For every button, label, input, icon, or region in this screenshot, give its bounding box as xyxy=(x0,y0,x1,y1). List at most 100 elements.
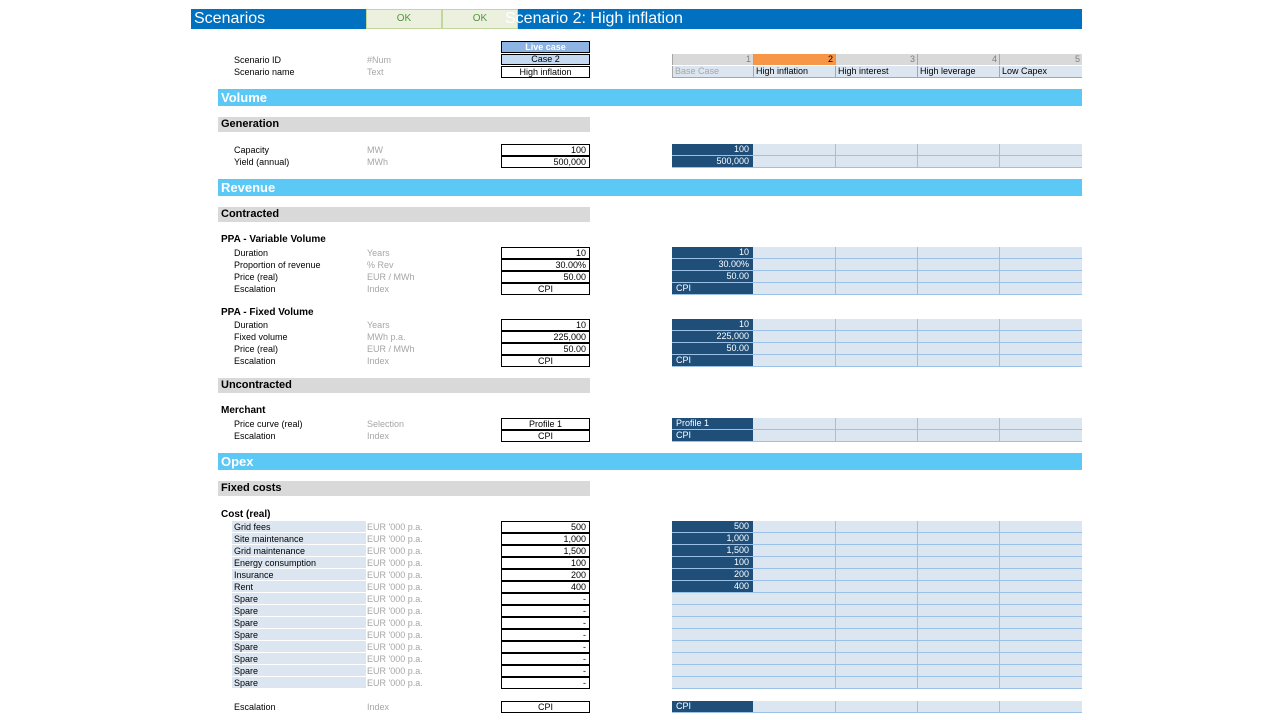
scenario-value[interactable] xyxy=(672,629,753,641)
scenario-number-5[interactable]: 5 xyxy=(999,54,1082,65)
input-cost[interactable]: 1,500 xyxy=(501,545,590,557)
input-escalation[interactable]: CPI xyxy=(501,701,590,713)
scenario-empty-cells[interactable] xyxy=(753,557,1082,569)
scenario-empty-cells[interactable] xyxy=(753,144,1082,156)
input-escalation[interactable]: CPI xyxy=(501,355,590,367)
cost-label[interactable]: Spare xyxy=(232,677,366,689)
scenario-value[interactable]: CPI xyxy=(672,430,753,442)
input-fixed-volume[interactable]: 225,000 xyxy=(501,331,590,343)
scenario-value[interactable]: 100 xyxy=(672,144,753,156)
scenario-empty-cells[interactable] xyxy=(753,641,1082,653)
input-cost[interactable]: - xyxy=(501,641,590,653)
input-cost[interactable]: - xyxy=(501,677,590,689)
cost-label[interactable]: Spare xyxy=(232,605,366,617)
scenario-empty-cells[interactable] xyxy=(753,343,1082,355)
scenario-empty-cells[interactable] xyxy=(753,355,1082,367)
scenario-empty-cells[interactable] xyxy=(753,533,1082,545)
cost-label[interactable]: Grid maintenance xyxy=(232,545,366,557)
input-cost[interactable]: - xyxy=(501,629,590,641)
cost-label[interactable]: Spare xyxy=(232,665,366,677)
input-proportion[interactable]: 30.00% xyxy=(501,259,590,271)
scenario-name-5[interactable]: Low Capex xyxy=(999,66,1082,78)
input-price[interactable]: 50.00 xyxy=(501,343,590,355)
scenario-value[interactable] xyxy=(672,617,753,629)
input-cost[interactable]: 500 xyxy=(501,521,590,533)
scenario-empty-cells[interactable] xyxy=(753,629,1082,641)
input-duration[interactable]: 10 xyxy=(501,247,590,259)
input-cost[interactable]: - xyxy=(501,665,590,677)
input-cost[interactable]: - xyxy=(501,617,590,629)
scenario-empty-cells[interactable] xyxy=(753,569,1082,581)
scenario-empty-cells[interactable] xyxy=(753,283,1082,295)
live-case-name[interactable]: High inflation xyxy=(501,66,590,78)
scenario-empty-cells[interactable] xyxy=(753,701,1082,713)
scenario-value[interactable]: Profile 1 xyxy=(672,418,753,430)
input-escalation[interactable]: CPI xyxy=(501,430,590,442)
scenario-empty-cells[interactable] xyxy=(753,331,1082,343)
scenario-value[interactable]: 225,000 xyxy=(672,331,753,343)
scenario-value[interactable] xyxy=(672,641,753,653)
scenario-name-3[interactable]: High interest xyxy=(835,66,917,78)
input-capacity[interactable]: 100 xyxy=(501,144,590,156)
scenario-empty-cells[interactable] xyxy=(753,605,1082,617)
scenario-empty-cells[interactable] xyxy=(753,430,1082,442)
scenario-value[interactable] xyxy=(672,605,753,617)
cost-label[interactable]: Insurance xyxy=(232,569,366,581)
scenario-value[interactable] xyxy=(672,593,753,605)
scenario-empty-cells[interactable] xyxy=(753,653,1082,665)
cost-label[interactable]: Spare xyxy=(232,641,366,653)
cost-label[interactable]: Spare xyxy=(232,617,366,629)
scenario-value[interactable]: 1,500 xyxy=(672,545,753,557)
scenario-value[interactable]: 400 xyxy=(672,581,753,593)
scenario-value[interactable] xyxy=(672,665,753,677)
scenario-number-2[interactable]: 2 xyxy=(753,54,835,65)
live-case-selector[interactable]: Case 2 xyxy=(501,54,590,65)
cost-label[interactable]: Spare xyxy=(232,593,366,605)
scenario-value[interactable]: 100 xyxy=(672,557,753,569)
scenario-number-4[interactable]: 4 xyxy=(917,54,999,65)
cost-label[interactable]: Energy consumption xyxy=(232,557,366,569)
scenario-value[interactable]: 200 xyxy=(672,569,753,581)
scenario-value[interactable]: CPI xyxy=(672,283,753,295)
scenario-value[interactable]: 10 xyxy=(672,319,753,331)
cost-label[interactable]: Spare xyxy=(232,629,366,641)
scenario-value[interactable]: 500,000 xyxy=(672,156,753,168)
scenario-empty-cells[interactable] xyxy=(753,271,1082,283)
cost-label[interactable]: Grid fees xyxy=(232,521,366,533)
scenario-value[interactable]: 50.00 xyxy=(672,271,753,283)
scenario-empty-cells[interactable] xyxy=(753,319,1082,331)
input-cost[interactable]: - xyxy=(501,593,590,605)
input-cost[interactable]: 1,000 xyxy=(501,533,590,545)
scenario-name-1[interactable]: Base Case xyxy=(672,66,753,78)
scenario-value[interactable] xyxy=(672,653,753,665)
scenario-value[interactable] xyxy=(672,677,753,689)
scenario-name-2[interactable]: High inflation xyxy=(753,66,835,78)
scenario-value[interactable]: CPI xyxy=(672,701,753,713)
input-duration[interactable]: 10 xyxy=(501,319,590,331)
scenario-empty-cells[interactable] xyxy=(753,581,1082,593)
scenario-number-1[interactable]: 1 xyxy=(672,54,753,65)
scenario-empty-cells[interactable] xyxy=(753,156,1082,168)
input-yield[interactable]: 500,000 xyxy=(501,156,590,168)
input-escalation[interactable]: CPI xyxy=(501,283,590,295)
input-cost[interactable]: - xyxy=(501,605,590,617)
scenario-empty-cells[interactable] xyxy=(753,545,1082,557)
scenario-empty-cells[interactable] xyxy=(753,665,1082,677)
scenario-value[interactable]: 30.00% xyxy=(672,259,753,271)
scenario-value[interactable]: CPI xyxy=(672,355,753,367)
scenario-value[interactable]: 500 xyxy=(672,521,753,533)
scenario-value[interactable]: 10 xyxy=(672,247,753,259)
input-cost[interactable]: 200 xyxy=(501,569,590,581)
scenario-value[interactable]: 1,000 xyxy=(672,533,753,545)
scenario-value[interactable]: 50.00 xyxy=(672,343,753,355)
input-cost[interactable]: 100 xyxy=(501,557,590,569)
scenario-empty-cells[interactable] xyxy=(753,677,1082,689)
scenario-empty-cells[interactable] xyxy=(753,617,1082,629)
input-price[interactable]: 50.00 xyxy=(501,271,590,283)
scenario-number-3[interactable]: 3 xyxy=(835,54,917,65)
cost-label[interactable]: Rent xyxy=(232,581,366,593)
cost-label[interactable]: Site maintenance xyxy=(232,533,366,545)
scenario-name-4[interactable]: High leverage xyxy=(917,66,999,78)
select-price-curve[interactable]: Profile 1 xyxy=(501,418,590,430)
scenario-empty-cells[interactable] xyxy=(753,247,1082,259)
